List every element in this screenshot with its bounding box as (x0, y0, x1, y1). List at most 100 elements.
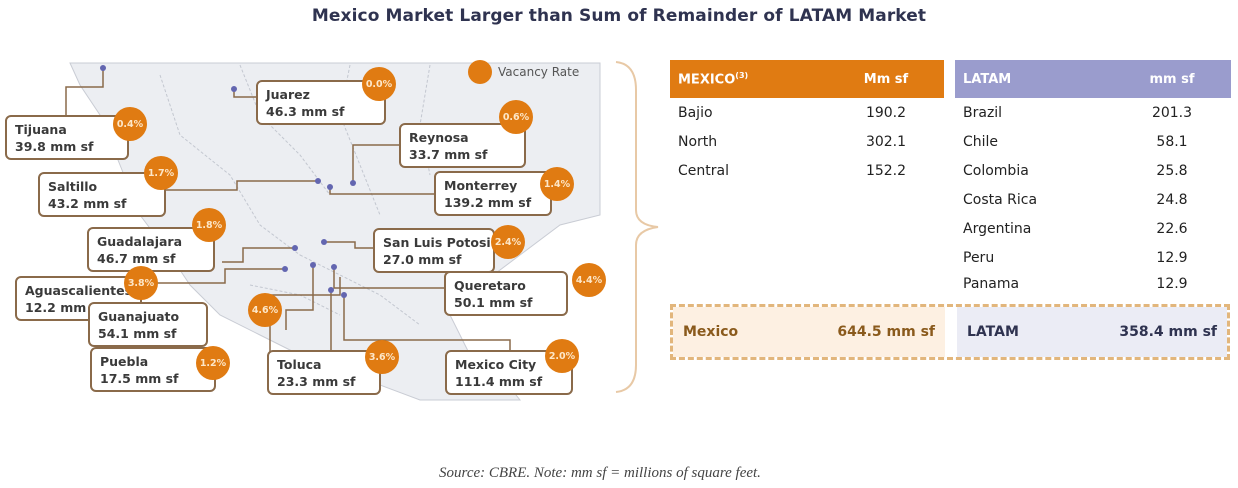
vacancy-bubble-juarez: 0.0% (362, 67, 396, 101)
table-row: Central 152.2 (670, 156, 944, 185)
table-row: Peru 12.9 (955, 243, 1231, 272)
source-note: Source: CBRE. Note: mm sf = millions of … (439, 465, 761, 481)
market-callout-mexico-city: Mexico City 111.4 mm sf (445, 350, 573, 395)
market-city: Guadalajara (97, 234, 183, 249)
market-size: 46.7 mm sf (97, 251, 176, 266)
region-value: 152.2 (865, 162, 907, 179)
country-name: Panama (963, 276, 1020, 292)
market-city: Juarez (266, 87, 310, 102)
latam-table: LATAM mm sf Brazil 201.3 Chile 58.1 Colo… (955, 60, 1231, 296)
mexico-total-label: Mexico (683, 324, 739, 340)
vacancy-legend: Vacancy Rate (468, 60, 579, 84)
city-dots (100, 65, 356, 298)
market-size: 46.3 mm sf (266, 104, 345, 119)
city-dot-reynosa (350, 180, 356, 186)
vacancy-bubble-reynosa: 0.6% (499, 100, 533, 134)
vacancy-bubble-tijuana: 0.4% (113, 107, 147, 141)
market-city: Monterrey (444, 178, 518, 193)
table-row: Bajio 190.2 (670, 98, 944, 127)
market-callout-aguascalientes: Aguascalientes 12.2 mm sf (15, 276, 142, 321)
country-name: Argentina (963, 220, 1032, 237)
vacancy-bubble-san-luis-potosi: 2.4% (491, 225, 525, 259)
table-row: Brazil 201.3 (955, 98, 1231, 127)
vacancy-bubble-saltillo: 1.7% (144, 156, 178, 190)
market-callout-puebla: Puebla 17.5 mm sf (90, 347, 216, 392)
market-callout-monterrey: Monterrey 139.2 mm sf (434, 171, 552, 216)
market-city: Mexico City (455, 357, 537, 372)
footnote-ref: (3) (735, 70, 749, 80)
mexico-table: MEXICO(3) Mm sf Bajio 190.2 North 302.1 … (670, 60, 944, 185)
vacancy-bubble-mexico-city: 2.0% (545, 339, 579, 373)
country-value: 201.3 (1151, 104, 1193, 121)
mexico-header-unit: Mm sf (863, 71, 909, 87)
city-dot-saltillo (315, 178, 321, 184)
vacancy-bubble-puebla: 1.2% (196, 346, 230, 380)
country-value: 12.9 (1156, 249, 1188, 266)
market-size: 139.2 mm sf (444, 195, 532, 210)
city-dot-monterrey (327, 184, 333, 190)
latam-header-unit: mm sf (1149, 71, 1195, 87)
brace-icon (615, 61, 659, 393)
market-city: Aguascalientes (25, 283, 133, 298)
city-dot-guadalajara (292, 245, 298, 251)
table-row: North 302.1 (670, 127, 944, 156)
market-size: 27.0 mm sf (383, 252, 462, 267)
country-value: 25.8 (1156, 162, 1188, 179)
latam-total: LATAM 358.4 mm sf (957, 307, 1227, 357)
market-size: 54.1 mm sf (98, 326, 177, 341)
country-value: 24.8 (1156, 191, 1188, 208)
market-city: Puebla (100, 354, 149, 369)
region-name: Bajio (678, 104, 713, 121)
latam-total-value: 358.4 mm sf (1119, 324, 1217, 340)
market-callout-toluca: Toluca 23.3 mm sf (267, 350, 381, 395)
city-dot-toluca (328, 287, 334, 293)
city-dot-juarez (231, 86, 237, 92)
vacancy-bubble-guanajuato: 4.6% (248, 293, 282, 327)
market-callout-queretaro: Queretaro 50.1 mm sf (444, 271, 568, 316)
city-dot-tijuana (100, 65, 106, 71)
vacancy-bubble-aguascalientes: 3.8% (124, 266, 158, 300)
market-size: 39.8 mm sf (15, 139, 94, 154)
mexico-total-value: 644.5 mm sf (837, 324, 935, 340)
country-value: 22.6 (1156, 220, 1188, 237)
region-name: Central (678, 162, 729, 179)
country-name: Chile (963, 133, 999, 150)
mexico-table-header: MEXICO(3) Mm sf (670, 60, 944, 98)
region-value: 190.2 (865, 104, 907, 121)
market-size: 23.3 mm sf (277, 374, 356, 389)
market-city: Tijuana (15, 122, 67, 137)
market-city: Saltillo (48, 179, 98, 194)
market-city: San Luis Potosi (383, 235, 491, 250)
vacancy-bubble-monterrey: 1.4% (540, 167, 574, 201)
city-dot-queretaro (331, 264, 337, 270)
mexico-header-region: MEXICO(3) (678, 70, 749, 88)
vacancy-bubble-toluca: 3.6% (365, 340, 399, 374)
market-city: Queretaro (454, 278, 526, 293)
vacancy-legend-icon (468, 60, 492, 84)
country-value: 12.9 (1156, 276, 1188, 292)
market-callout-guanajuato: Guanajuato 54.1 mm sf (88, 302, 208, 347)
market-size: 17.5 mm sf (100, 371, 179, 386)
country-name: Peru (963, 249, 995, 266)
market-callout-san-luis-potosi: San Luis Potosi 27.0 mm sf (373, 228, 495, 273)
country-name: Brazil (963, 104, 1003, 121)
city-dot-san-luis-potosi (321, 239, 327, 245)
market-size: 12.2 mm sf (25, 300, 104, 315)
mexico-total: Mexico 644.5 mm sf (673, 307, 945, 357)
vacancy-bubble-guadalajara: 1.8% (192, 208, 226, 242)
country-name: Costa Rica (963, 191, 1038, 208)
latam-header-region: LATAM (963, 71, 1012, 87)
table-row: Colombia 25.8 (955, 156, 1231, 185)
market-city: Reynosa (409, 130, 469, 145)
market-city: Guanajuato (98, 309, 180, 324)
market-size: 43.2 mm sf (48, 196, 127, 211)
market-callout-tijuana: Tijuana 39.8 mm sf (5, 115, 129, 160)
page-title: Mexico Market Larger than Sum of Remaind… (311, 6, 927, 26)
country-value: 58.1 (1156, 133, 1188, 150)
market-city: Toluca (277, 357, 322, 372)
table-row: Panama 12.9 (955, 272, 1231, 296)
latam-table-header: LATAM mm sf (955, 60, 1231, 98)
totals-comparison: Mexico 644.5 mm sf LATAM 358.4 mm sf (670, 304, 1230, 360)
city-dot-aguascalientes (282, 266, 288, 272)
city-dot-guanajuato (310, 262, 316, 268)
